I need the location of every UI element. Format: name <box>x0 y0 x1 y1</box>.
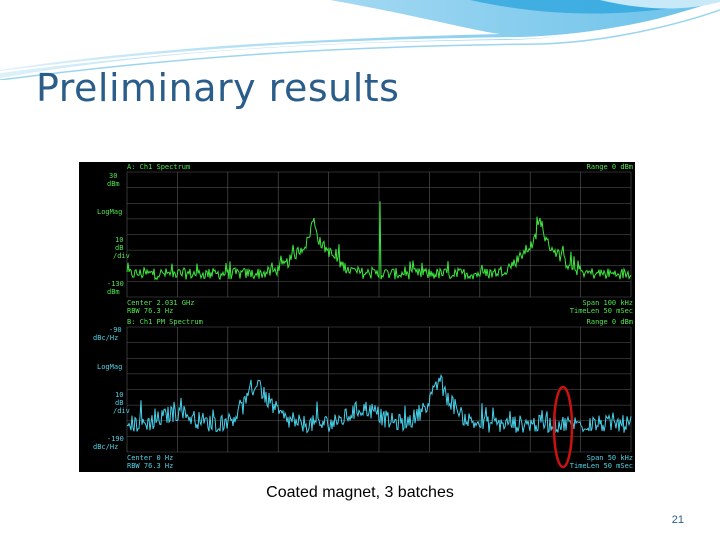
spectrum-display <box>126 171 632 469</box>
top-y-top-value: 30 <box>109 172 118 180</box>
top-per-div-unit: dB <box>115 244 124 252</box>
bottom-trace-label: B: Ch1 PM Spectrum <box>127 318 203 326</box>
page-number: 21 <box>671 514 684 526</box>
bottom-scale-mode: LogMag <box>97 363 123 371</box>
top-per-div-div: /div <box>113 252 130 260</box>
top-timelen-readout: TimeLen 50 mSec <box>569 307 633 315</box>
top-scale-mode: LogMag <box>97 208 123 216</box>
top-y-bottom-value: -130 <box>107 280 124 288</box>
bottom-timelen-readout: TimeLen 50 mSec <box>569 462 633 470</box>
bottom-rbw-readout: RBW 76.3 Hz <box>127 462 174 470</box>
bottom-center-readout: Center 0 Hz <box>127 454 174 462</box>
highlight-ellipse <box>552 385 574 469</box>
bottom-y-bottom-value: -190 <box>107 435 124 443</box>
bottom-y-top-unit: dBc/Hz <box>93 334 119 342</box>
bottom-y-bottom-unit: dBc/Hz <box>93 443 119 451</box>
bottom-span-readout: Span 50 kHz <box>586 454 633 462</box>
bottom-spectrum-trace <box>126 373 632 434</box>
top-center-readout: Center 2.031 GHz <box>127 299 195 307</box>
top-rbw-readout: RBW 76.3 Hz <box>127 307 174 315</box>
top-spectrum-trace <box>126 201 632 281</box>
top-y-top-unit: dBm <box>107 180 120 188</box>
bottom-per-div-value: 10 <box>115 391 124 399</box>
top-y-bottom-unit: dBm <box>107 288 120 296</box>
top-per-div-value: 10 <box>115 236 124 244</box>
slide-title: Preliminary results <box>36 66 400 110</box>
bottom-range-readout: Range 0 dBm <box>586 318 633 326</box>
bottom-y-top-value: -90 <box>109 326 122 334</box>
figure-caption: Coated magnet, 3 batches <box>266 484 454 501</box>
top-range-readout: Range 0 dBm <box>586 163 633 171</box>
header-swoosh-decoration <box>0 0 720 80</box>
spectrum-analyzer-screenshot: A: Ch1 Spectrum Range 0 dBm 30 dBm LogMa… <box>79 162 635 472</box>
bottom-per-div-div: /div <box>113 407 130 415</box>
bottom-per-div-unit: dB <box>115 399 124 407</box>
top-span-readout: Span 100 kHz <box>582 299 633 307</box>
top-trace-label: A: Ch1 Spectrum <box>127 163 191 171</box>
